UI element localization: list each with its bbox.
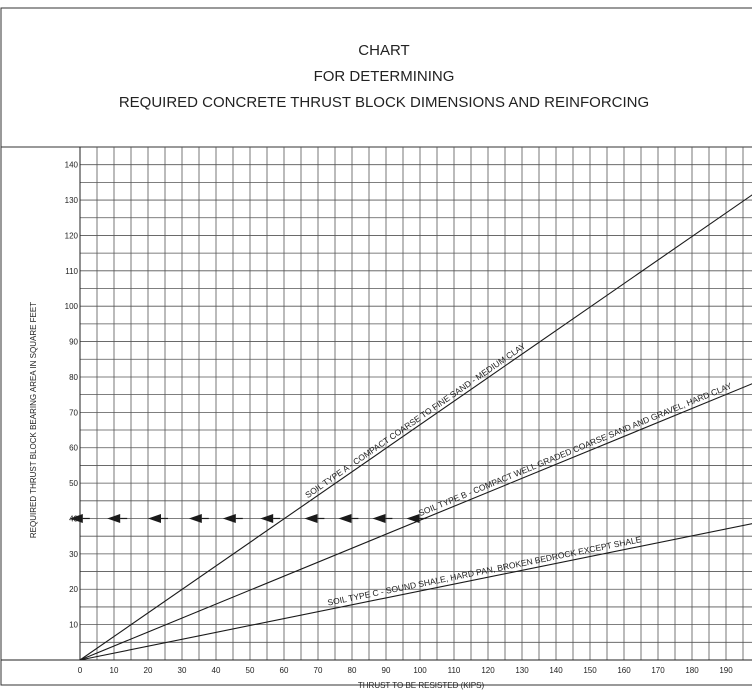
x-tick-label: 150 bbox=[583, 666, 597, 675]
y-tick-label: 70 bbox=[69, 408, 78, 417]
series-line bbox=[79, 383, 752, 661]
x-tick-label: 70 bbox=[314, 666, 323, 675]
y-tick-label: 60 bbox=[69, 444, 78, 453]
x-tick-label: 160 bbox=[617, 666, 631, 675]
x-tick-label: 80 bbox=[348, 666, 357, 675]
chart-frame bbox=[0, 7, 752, 686]
y-tick-label: 140 bbox=[65, 161, 79, 170]
x-tick-label: 10 bbox=[110, 666, 119, 675]
arrow-head bbox=[338, 513, 352, 523]
x-tick-label: 100 bbox=[413, 666, 427, 675]
x-axis-title: THRUST TO BE RESISTED (KIPS) bbox=[358, 681, 485, 690]
y-tick-label: 120 bbox=[65, 231, 79, 240]
x-tick-label: 170 bbox=[651, 666, 665, 675]
x-tick-label: 40 bbox=[212, 666, 221, 675]
arrow-head bbox=[107, 513, 121, 523]
x-tick-label: 130 bbox=[515, 666, 529, 675]
tick-labels: 0 10 20 30 40 50 60 70 80 90 100 110 120 130 140 150 160… bbox=[65, 161, 734, 675]
x-tick-label: 110 bbox=[448, 666, 461, 675]
series-labels: SOIL TYPE A - COMPACT COARSE TO FINE SAN… bbox=[303, 340, 733, 607]
chart-title-line-1: CHART bbox=[358, 42, 409, 59]
x-tick-label: 120 bbox=[481, 666, 495, 675]
y-tick-label: 90 bbox=[69, 338, 78, 347]
arrow-head bbox=[148, 513, 161, 523]
y-axis-title: REQUIRED THRUST BLOCK BEARING AREA IN SQ… bbox=[29, 302, 38, 538]
y-tick-label: 130 bbox=[65, 196, 79, 205]
arrow-head bbox=[406, 513, 420, 523]
x-tick-label: 60 bbox=[280, 666, 289, 675]
y-tick-label: 40 bbox=[69, 514, 78, 523]
x-tick-label: 190 bbox=[719, 666, 733, 675]
x-tick-label: 20 bbox=[144, 666, 153, 675]
series-line bbox=[79, 194, 752, 661]
chart-title-line-2: FOR DETERMINING bbox=[314, 68, 455, 85]
arrow-head bbox=[188, 513, 202, 523]
arrow-head bbox=[372, 513, 386, 523]
series-lines bbox=[79, 194, 752, 661]
x-tick-label: 180 bbox=[685, 666, 699, 675]
series-label: SOIL TYPE A - COMPACT COARSE TO FINE SAN… bbox=[303, 340, 527, 500]
x-tick-label: 140 bbox=[549, 666, 563, 675]
series-label: SOIL TYPE C - SOUND SHALE, HARD PAN, BRO… bbox=[327, 534, 643, 607]
x-tick-label: 50 bbox=[246, 666, 255, 675]
chart-title-line-3: REQUIRED CONCRETE THRUST BLOCK DIMENSION… bbox=[119, 94, 649, 111]
series-line bbox=[79, 523, 752, 661]
y-tick-label: 100 bbox=[65, 302, 79, 311]
y-tick-label: 50 bbox=[69, 479, 78, 488]
y-tick-label: 80 bbox=[69, 373, 78, 382]
x-tick-label: 30 bbox=[178, 666, 187, 675]
grid bbox=[80, 147, 752, 660]
x-tick-label: 90 bbox=[382, 666, 391, 675]
axes bbox=[1, 147, 752, 661]
arrow-head bbox=[69, 513, 83, 523]
y-tick-label: 20 bbox=[69, 585, 78, 594]
y-tick-label: 30 bbox=[69, 550, 78, 559]
arrow-head bbox=[304, 513, 318, 523]
y-tick-label: 110 bbox=[65, 267, 78, 276]
arrow-row bbox=[69, 513, 427, 523]
arrow-head bbox=[260, 513, 274, 523]
arrow-head bbox=[222, 513, 236, 523]
x-tick-label: 0 bbox=[78, 666, 83, 675]
series-label: SOIL TYPE B - COMPACT WELL GRADED COARSE… bbox=[417, 380, 733, 518]
y-tick-label: 10 bbox=[69, 621, 78, 630]
